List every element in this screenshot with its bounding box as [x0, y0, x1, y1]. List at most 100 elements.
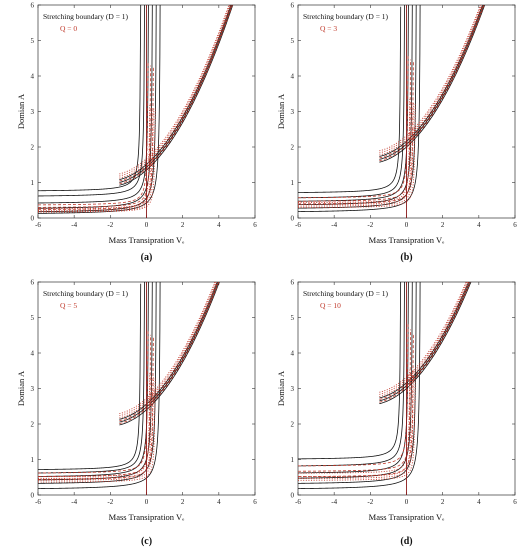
solid-curve-right — [119, 5, 234, 186]
red-dashed-curve — [298, 56, 409, 199]
q-label: Q = 10 — [320, 301, 341, 310]
x-tick-label: -2 — [367, 498, 373, 506]
x-tick-label: 0 — [145, 221, 149, 229]
red-dotted-curve — [298, 99, 411, 204]
x-tick-label: 2 — [181, 221, 185, 229]
solid-curve-right — [379, 5, 484, 157]
red-dashed-curve — [38, 334, 151, 477]
red-dotted-curve — [298, 373, 413, 478]
x-tick-label: -6 — [35, 221, 41, 229]
panel-label: (b) — [400, 252, 412, 263]
solid-curve — [298, 282, 421, 490]
q-label: Q = 0 — [60, 24, 77, 33]
red-dashed-curve — [38, 67, 154, 210]
solid-curve — [38, 282, 153, 481]
red-dotted-curve-right — [119, 5, 231, 177]
annotation-text: Stretching boundary (D = 1) — [303, 12, 389, 21]
y-tick-label: 1 — [31, 179, 35, 187]
solid-curve — [38, 282, 161, 490]
x-tick-label: -6 — [295, 221, 301, 229]
y-tick-label: 4 — [291, 73, 295, 81]
y-tick-label: 6 — [31, 2, 35, 10]
annotation-text: Stretching boundary (D = 1) — [303, 289, 389, 298]
x-axis-label: Mass Transipration Vₑ — [369, 235, 446, 245]
y-tick-label: 3 — [291, 385, 295, 393]
x-tick-label: -6 — [295, 498, 301, 506]
red-dotted-curve-right — [379, 5, 482, 154]
red-dotted-curve — [38, 107, 154, 212]
red-dotted-curve-right — [379, 5, 481, 152]
x-tick-label: -4 — [71, 498, 77, 506]
chart-panel-2: -6 -4 -2 0 2 4 6 0 1 2 3 4 5 6 Mass Transipration Vₑ Do… — [276, 2, 517, 264]
red-dashed-curve — [298, 324, 409, 467]
x-tick-label: 6 — [253, 498, 257, 506]
solid-curve — [38, 5, 157, 213]
chart-panel-3: -6 -4 -2 0 2 4 6 0 1 2 3 4 5 6 Mass Transipration Vₑ Do… — [16, 279, 257, 548]
red-dashed-curve-right — [379, 282, 471, 403]
solid-curve — [298, 282, 413, 479]
red-dashed-curve-right — [119, 282, 220, 424]
solid-curve — [298, 5, 421, 213]
panel-label: (a) — [141, 252, 153, 263]
curves — [298, 282, 472, 495]
x-tick-label: 6 — [513, 498, 517, 506]
red-dotted-curve-right — [119, 5, 230, 175]
red-dotted-curve-right — [379, 5, 483, 156]
y-tick-label: 2 — [31, 421, 35, 429]
x-tick-label: -2 — [107, 498, 113, 506]
red-dotted-curve-right — [119, 282, 217, 417]
y-tick-label: 0 — [291, 215, 295, 223]
y-tick-label: 2 — [31, 144, 35, 152]
x-tick-label: 4 — [477, 221, 481, 229]
solid-curve — [38, 283, 142, 470]
y-tick-label: 1 — [31, 456, 35, 464]
solid-curve-right — [379, 5, 485, 160]
red-dotted-curve — [298, 375, 414, 479]
solid-curve — [298, 282, 417, 484]
solid-curve-right — [119, 282, 219, 423]
solid-curve — [298, 6, 402, 193]
y-tick-label: 3 — [31, 385, 35, 393]
curves — [38, 5, 234, 218]
annotation-text: Stretching boundary (D = 1) — [43, 12, 129, 21]
y-tick-label: 5 — [31, 314, 35, 322]
red-dotted-curve-right — [379, 282, 468, 395]
x-tick-label: -4 — [331, 221, 337, 229]
q-label: Q = 3 — [320, 24, 337, 33]
red-dotted-curve-right — [119, 282, 216, 415]
x-tick-label: 2 — [181, 498, 185, 506]
solid-curve — [38, 5, 145, 197]
x-tick-label: -4 — [331, 498, 337, 506]
x-tick-label: -6 — [35, 498, 41, 506]
solid-curve — [298, 5, 409, 202]
x-tick-label: 6 — [513, 221, 517, 229]
y-tick-label: 0 — [291, 492, 295, 500]
red-dotted-curve-right — [119, 282, 218, 419]
red-dotted-curve — [298, 369, 411, 474]
curves — [298, 5, 486, 218]
x-tick-label: -2 — [107, 221, 113, 229]
solid-curve — [38, 5, 161, 214]
red-dashed-curve-right — [119, 5, 232, 182]
red-dashed-curve-right — [379, 5, 484, 159]
y-tick-label: 6 — [31, 279, 35, 287]
solid-curve — [298, 5, 417, 209]
solid-curve — [298, 282, 405, 467]
solid-curve — [38, 282, 157, 484]
x-tick-label: -4 — [71, 221, 77, 229]
y-axis-label: Domian A — [276, 93, 286, 129]
solid-curve — [38, 5, 142, 192]
annotation-text: Stretching boundary (D = 1) — [43, 289, 129, 298]
solid-curve — [298, 282, 402, 460]
y-tick-label: 1 — [291, 456, 295, 464]
red-dashed-curve — [298, 62, 414, 205]
panel-label: (c) — [141, 536, 152, 547]
solid-curve-right — [379, 282, 472, 405]
x-tick-label: 6 — [253, 221, 257, 229]
solid-curve-right — [119, 282, 218, 420]
chart-panel-1: -6 -4 -2 0 2 4 6 0 1 2 3 4 5 6 Mass Transipration Vₑ Do… — [16, 2, 257, 264]
x-tick-label: 4 — [477, 498, 481, 506]
y-tick-label: 5 — [291, 37, 295, 45]
solid-curve-right — [379, 282, 469, 399]
